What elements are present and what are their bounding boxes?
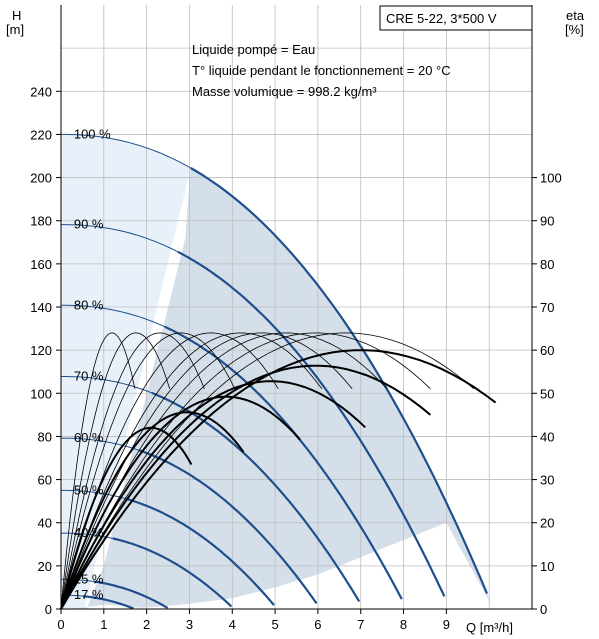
y-left-label-unit: [m] <box>6 22 24 37</box>
y-right-tick-label: 50 <box>540 386 554 401</box>
efficiency-curve <box>60 349 497 610</box>
head-curve-thin <box>61 376 152 394</box>
y-right-tick-label: 60 <box>540 343 554 358</box>
speed-label: 90 % <box>74 217 104 232</box>
head-curve <box>125 497 275 606</box>
y-left-tick-label: 60 <box>38 473 52 488</box>
x-tick-label: 9 <box>443 617 450 632</box>
y-left-tick-label: 100 <box>30 386 52 401</box>
speed-label: 70 % <box>74 368 104 383</box>
y-right-label-unit: [%] <box>565 22 584 37</box>
y-left-tick-label: 200 <box>30 171 52 186</box>
efficiency-curve <box>60 364 432 610</box>
efficiency-curve <box>60 395 301 610</box>
x-tick-label: 1 <box>100 617 107 632</box>
speed-label: 17 % <box>74 587 104 602</box>
head-curve-thin <box>61 133 191 169</box>
note-temperature: T° liquide pendant le fonctionnement = 2… <box>192 63 451 78</box>
y-left-tick-label: 40 <box>38 516 52 531</box>
axes-layer: 0 1 2 3 4 5 6 7 8 9020406080100120140160180200220… <box>30 5 562 632</box>
y-left-label-H: H <box>12 8 21 23</box>
y-left-tick-label: 0 <box>45 602 52 617</box>
head-curve <box>138 449 318 605</box>
speed-label: 100 % <box>74 126 111 141</box>
operating-region-layer <box>61 134 494 609</box>
head-curve-thin <box>61 224 179 253</box>
efficiency-curve-thin <box>60 332 236 610</box>
head-curve <box>93 580 169 609</box>
y-right-tick-label: 80 <box>540 257 554 272</box>
speed-label: 80 % <box>74 297 104 312</box>
efficiency-curve-thin <box>60 332 475 610</box>
y-left-tick-label: 120 <box>30 343 52 358</box>
efficiency-curve-thin <box>60 332 171 610</box>
y-right-tick-label: 100 <box>540 171 562 186</box>
efficiency-curve <box>60 426 193 610</box>
y-left-tick-label: 80 <box>38 429 52 444</box>
low-flow-region <box>61 134 191 609</box>
efficiency-curve <box>60 380 366 610</box>
note-liquid: Liquide pompé = Eau <box>192 42 315 57</box>
head-curve <box>190 167 489 594</box>
y-left-tick-label: 140 <box>30 300 52 315</box>
y-right-tick-label: 90 <box>540 214 554 229</box>
y-right-tick-label: 70 <box>540 300 554 315</box>
x-tick-label: 4 <box>229 617 236 632</box>
y-right-tick-label: 10 <box>540 559 554 574</box>
y-left-tick-label: 20 <box>38 559 52 574</box>
operating-region <box>69 168 494 609</box>
y-right-label-eta: eta <box>566 8 585 23</box>
efficiency-curve-thin <box>60 332 353 610</box>
x-tick-label: 5 <box>271 617 278 632</box>
head-curve-thin <box>61 489 127 500</box>
curves-layer: 100 %90 %80 %70 %60 %50 %40 %25 %17 % <box>60 126 497 610</box>
efficiency-curve-thin <box>60 332 323 610</box>
head-curve <box>164 325 403 600</box>
x-tick-label: 8 <box>400 617 407 632</box>
x-tick-label: 2 <box>143 617 150 632</box>
y-left-tick-label: 180 <box>30 214 52 229</box>
y-right-tick-label: 30 <box>540 473 554 488</box>
x-axis-label: Q [m³/h] <box>466 620 513 635</box>
x-tick-label: 0 <box>57 617 64 632</box>
note-density: Masse volumique = 998.2 kg/m³ <box>192 84 377 99</box>
head-curve <box>112 537 233 608</box>
efficiency-curve-thin <box>60 332 136 610</box>
head-curve-thin <box>61 304 166 328</box>
y-left-tick-label: 240 <box>30 84 52 99</box>
y-left-tick-label: 220 <box>30 127 52 142</box>
title-box <box>379 5 533 31</box>
efficiency-curve-thin <box>60 332 205 610</box>
y-right-tick-label: 20 <box>540 516 554 531</box>
efficiency-curve <box>60 411 245 610</box>
y-left-tick-label: 160 <box>30 257 52 272</box>
x-tick-label: 3 <box>186 617 193 632</box>
head-curve <box>177 250 446 597</box>
head-curve <box>82 595 134 610</box>
y-right-tick-label: 40 <box>540 429 554 444</box>
y-right-tick-label: 0 <box>540 602 547 617</box>
efficiency-curve-thin <box>60 332 431 610</box>
chart-title: CRE 5-22, 3*500 V <box>386 11 497 26</box>
x-tick-label: 7 <box>357 617 364 632</box>
x-tick-label: 6 <box>314 617 321 632</box>
